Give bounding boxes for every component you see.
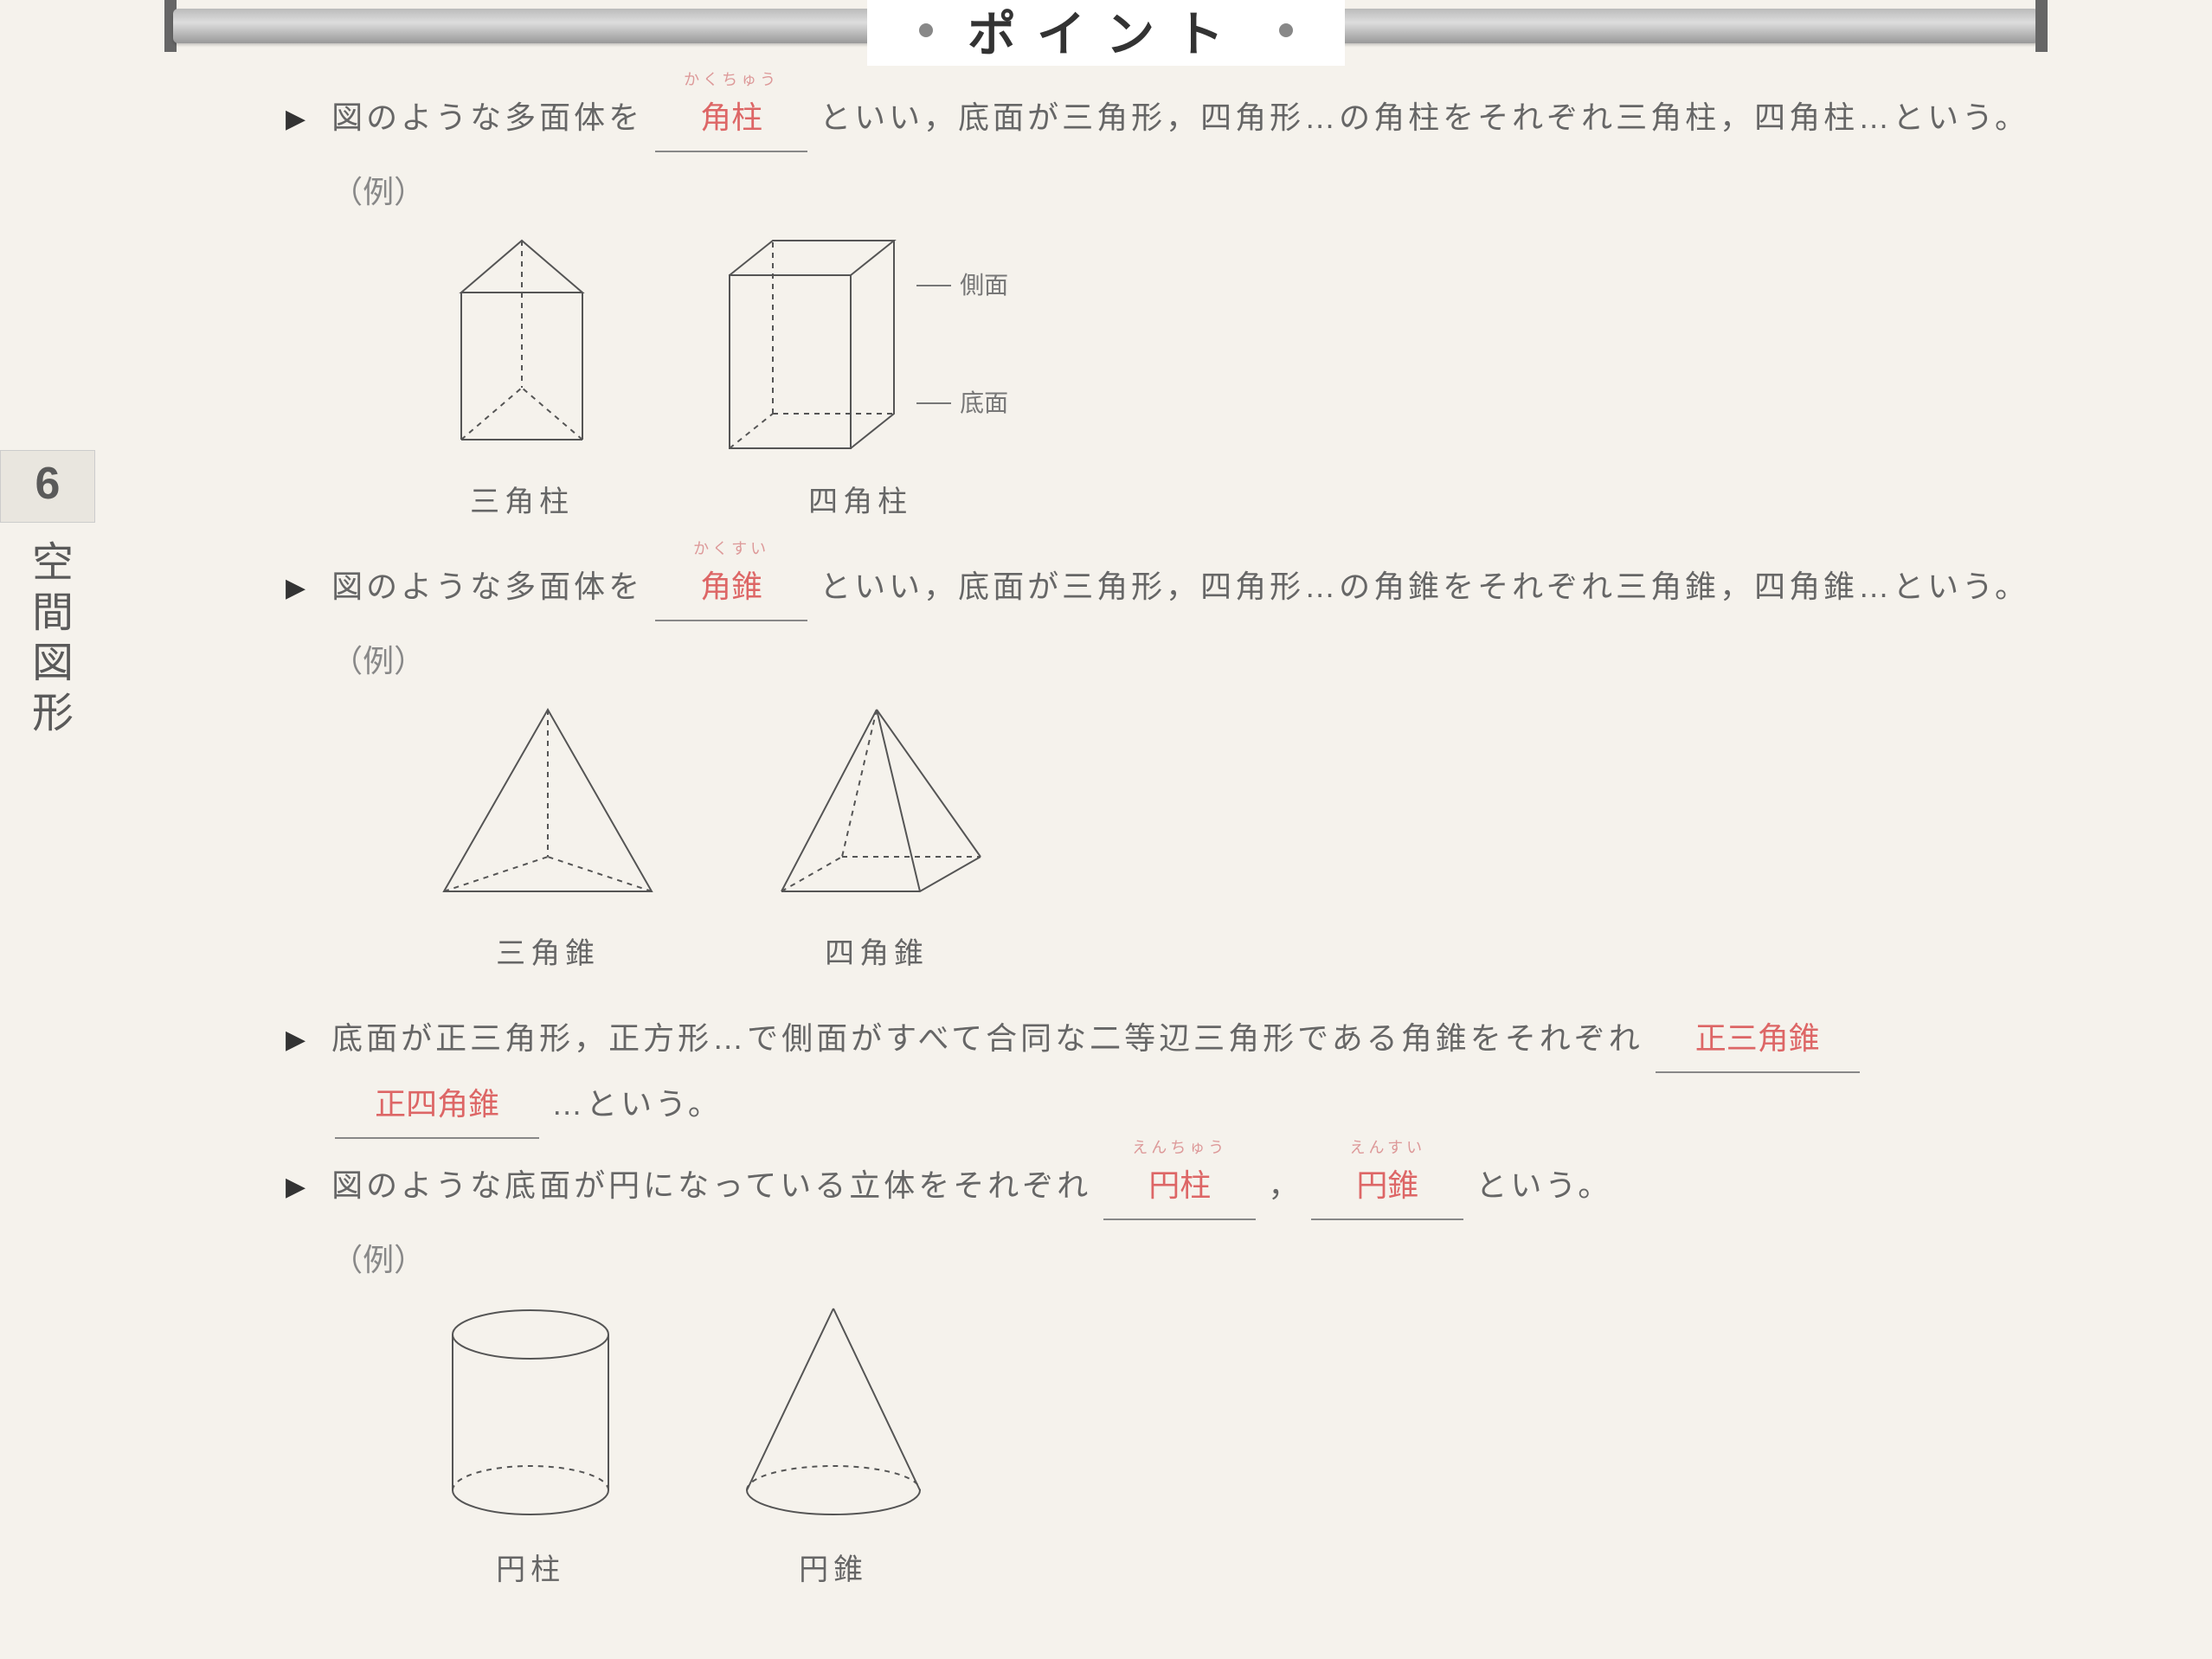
- example-label: （例）: [331, 161, 2082, 223]
- figure-cylinder: 円柱: [435, 1300, 626, 1599]
- banner-cap-right: [2035, 0, 2048, 52]
- ruby-text: えんすい: [1311, 1132, 1463, 1163]
- section-cylinder-cone: ▶ 図のような底面が円になっている立体をそれぞれ えんちゅう 円柱 ， えんすい…: [286, 1154, 2082, 1608]
- text-block: 図のような底面が円になっている立体をそれぞれ えんちゅう 円柱 ， えんすい 円…: [331, 1154, 2082, 1608]
- text: 図のような多面体を: [331, 100, 643, 135]
- dot-icon: [1279, 23, 1293, 37]
- figure-triangular-pyramid: 三角錐: [435, 701, 660, 983]
- content: ▶ 図のような多面体を かくちゅう 角柱 といい，底面が三角形，四角形…の角柱を…: [286, 87, 2082, 1608]
- answer-text: 正四角錐: [375, 1086, 499, 1122]
- answer-text: 円柱: [1148, 1167, 1211, 1203]
- cuboid-icon: [712, 232, 903, 457]
- bullet-icon: ▶: [286, 1014, 305, 1066]
- ruby-text: かくちゅう: [655, 64, 807, 95]
- prism-icon: [435, 232, 608, 457]
- example-label: （例）: [331, 630, 2082, 692]
- answer-text: 角柱: [700, 100, 762, 135]
- text: といい，底面が三角形，四角形…の角柱をそれぞれ三角柱，四角柱…という。: [820, 100, 2029, 135]
- text: …という。: [551, 1086, 723, 1122]
- banner-title: ポイント: [968, 0, 1244, 66]
- text-block: 底面が正三角形，正方形…で側面がすべて合同な二等辺三角形である角錐をそれぞれ 正…: [331, 1007, 2082, 1139]
- cone-icon: [730, 1300, 937, 1525]
- answer-text: 円錐: [1356, 1167, 1418, 1203]
- section-prisms: ▶ 図のような多面体を かくちゅう 角柱 といい，底面が三角形，四角形…の角柱を…: [286, 87, 2082, 540]
- text: 底面が正三角形，正方形…で側面がすべて合同な二等辺三角形である角錐をそれぞれ: [331, 1020, 1643, 1056]
- text-block: 図のような多面体を かくすい 角錐 といい，底面が三角形，四角形…の角錐をそれぞ…: [331, 556, 2082, 992]
- figure-row: 三角柱: [435, 232, 2082, 531]
- answer-text: 角錐: [700, 569, 762, 604]
- bullet-icon: ▶: [286, 1161, 305, 1213]
- text-block: 図のような多面体を かくちゅう 角柱 といい，底面が三角形，四角形…の角柱をそれ…: [331, 87, 2082, 540]
- figure-rectangular-prism: 側面 底面 四角柱: [712, 232, 1008, 531]
- answer-text: 正三角錐: [1695, 1020, 1820, 1056]
- text: 図のような底面が円になっている立体をそれぞれ: [331, 1167, 1091, 1203]
- annotation-base: 底面: [960, 379, 1008, 428]
- separator: ，: [1268, 1167, 1299, 1203]
- text: 図のような多面体を: [331, 569, 643, 604]
- dot-icon: [919, 23, 933, 37]
- figure-row: 三角錐: [435, 701, 2082, 983]
- tetrahedron-icon: [435, 701, 660, 909]
- answer-blank: 正三角錐: [1656, 1007, 1860, 1073]
- cylinder-icon: [435, 1300, 626, 1525]
- section-pyramids: ▶ 図のような多面体を かくすい 角錐 といい，底面が三角形，四角形…の角錐をそ…: [286, 556, 2082, 992]
- figure-caption: 円柱: [496, 1540, 565, 1599]
- figure-row: 円柱 円錐: [435, 1300, 2082, 1599]
- page: ポイント 6 空間図形 ▶ 図のような多面体を かくちゅう 角柱 といい，底面が…: [0, 0, 2212, 1659]
- example-label: （例）: [331, 1229, 2082, 1291]
- bullet-icon: ▶: [286, 563, 305, 614]
- figure-caption: 四角錐: [825, 924, 929, 983]
- answer-blank: かくすい 角錐: [655, 556, 807, 621]
- text: という。: [1476, 1167, 1612, 1203]
- answer-blank: えんちゅう 円柱: [1103, 1154, 1256, 1220]
- figure-square-pyramid: 四角錐: [764, 701, 989, 983]
- annotation-side: 側面: [960, 261, 1008, 310]
- answer-blank: 正四角錐: [335, 1073, 539, 1139]
- square-pyramid-icon: [764, 701, 989, 909]
- banner-title-wrap: ポイント: [867, 0, 1345, 66]
- banner: ポイント: [173, 0, 2039, 61]
- figure-caption: 三角柱: [470, 473, 574, 531]
- figure-caption: 円錐: [799, 1540, 868, 1599]
- figure-caption: 四角柱: [808, 473, 912, 531]
- figure-triangular-prism: 三角柱: [435, 232, 608, 531]
- ruby-text: えんちゅう: [1103, 1132, 1256, 1163]
- bullet-icon: ▶: [286, 93, 305, 145]
- chapter-label: 空間図形: [17, 540, 78, 741]
- figure-cone: 円錐: [730, 1300, 937, 1599]
- answer-blank: えんすい 円錐: [1311, 1154, 1463, 1220]
- text: といい，底面が三角形，四角形…の角錐をそれぞれ三角錐，四角錐…という。: [820, 569, 2029, 604]
- answer-blank: かくちゅう 角柱: [655, 87, 807, 152]
- ruby-text: かくすい: [655, 533, 807, 564]
- figure-caption: 三角錐: [496, 924, 600, 983]
- section-regular-pyramids: ▶ 底面が正三角形，正方形…で側面がすべて合同な二等辺三角形である角錐をそれぞれ…: [286, 1007, 2082, 1139]
- chapter-tab: 6 空間図形: [0, 450, 95, 741]
- chapter-number: 6: [0, 450, 95, 523]
